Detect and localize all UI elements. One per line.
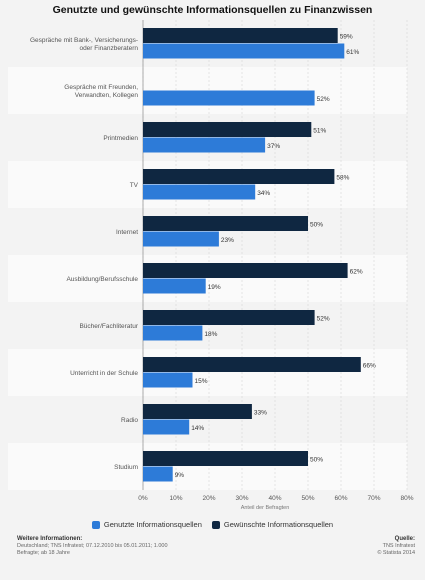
bar[interactable] — [143, 451, 308, 466]
bar[interactable] — [143, 263, 348, 278]
bar-value-label: 23% — [221, 237, 234, 244]
bar[interactable] — [143, 28, 338, 43]
category-label: oder Finanzberatern — [79, 45, 138, 52]
bar[interactable] — [143, 216, 308, 231]
bar-value-label: 34% — [257, 190, 270, 197]
x-tick-label: 50% — [301, 495, 314, 502]
row-band — [8, 302, 407, 349]
x-tick-label: 30% — [235, 495, 248, 502]
category-label: Studium — [114, 464, 138, 471]
x-tick-label: 10% — [169, 495, 182, 502]
bar[interactable] — [143, 169, 335, 184]
bar-value-label: 14% — [191, 425, 204, 432]
legend-swatch-gewuenschte — [211, 520, 220, 529]
row-band — [8, 396, 407, 443]
bar-value-label: 33% — [254, 409, 267, 416]
bar[interactable] — [143, 419, 190, 435]
x-tick-label: 60% — [334, 495, 347, 502]
footer-source: Quelle: TNS Infratest © Statista 2014 — [377, 536, 415, 557]
bar-value-label: 50% — [310, 456, 323, 463]
row-band — [8, 255, 407, 302]
category-label: Gespräche mit Freunden, — [64, 84, 138, 91]
bar[interactable] — [143, 310, 315, 325]
bar-value-label: 59% — [340, 33, 353, 40]
legend-label-gewuenschte: Gewünschte Informationsquellen — [223, 520, 334, 529]
bar-value-label: 15% — [195, 378, 208, 385]
category-label: Printmedien — [103, 135, 138, 142]
footer-info-heading[interactable]: Weitere Informationen: — [17, 536, 83, 542]
x-axis-label: Anteil der Befragten — [241, 505, 290, 511]
bar-value-label: 9% — [175, 472, 185, 479]
footer-source-line1[interactable]: TNS Infratest — [382, 543, 415, 549]
bar[interactable] — [143, 466, 173, 482]
category-label: Unterricht in der Schule — [70, 370, 138, 377]
row-band — [8, 443, 407, 490]
category-label: TV — [130, 182, 139, 189]
category-label: Internet — [116, 229, 138, 236]
x-tick-label: 0% — [138, 495, 148, 502]
legend-item-gewuenschte[interactable]: Gewünschte Informationsquellen — [211, 520, 334, 529]
bar-value-label: 52% — [317, 315, 330, 322]
bar[interactable] — [143, 357, 361, 372]
footer-source-heading[interactable]: Quelle: — [394, 536, 415, 542]
bar-value-label: 61% — [346, 49, 359, 56]
legend-swatch-genutzte — [91, 520, 100, 529]
legend-item-genutzte[interactable]: Genutzte Informationsquellen — [91, 520, 202, 529]
bar[interactable] — [143, 122, 312, 137]
bar[interactable] — [143, 325, 203, 341]
bar-value-label: 37% — [267, 143, 280, 150]
bar-value-label: 50% — [310, 221, 323, 228]
x-tick-label: 80% — [400, 495, 413, 502]
footer-info: Weitere Informationen: Deutschland; TNS … — [17, 536, 168, 557]
bar[interactable] — [143, 43, 345, 59]
bar[interactable] — [143, 184, 256, 200]
bar[interactable] — [143, 90, 315, 106]
footer-info-line1: Deutschland; TNS Infratest; 07.12.2010 b… — [17, 543, 168, 549]
legend-label-genutzte: Genutzte Informationsquellen — [103, 520, 202, 529]
bar[interactable] — [143, 231, 219, 247]
bar-value-label: 18% — [204, 331, 217, 338]
bar[interactable] — [143, 137, 266, 153]
category-label: Gespräche mit Bank-, Versicherungs- — [30, 37, 138, 44]
chart-title: Genutzte und gewünschte Informationsquel… — [52, 4, 373, 16]
x-tick-label: 70% — [367, 495, 380, 502]
bar[interactable] — [143, 278, 206, 294]
bar-value-label: 52% — [317, 96, 330, 103]
bar-value-label: 62% — [350, 268, 363, 275]
row-band — [8, 349, 407, 396]
category-label: Ausbildung/Berufsschule — [66, 276, 138, 283]
bar-value-label: 19% — [208, 284, 221, 291]
footer-info-line2: Befragte; ab 18 Jahre — [17, 550, 70, 556]
bar-value-label: 51% — [313, 127, 326, 134]
category-label: Radio — [121, 417, 138, 424]
bar[interactable] — [143, 404, 252, 419]
bar[interactable] — [143, 372, 193, 388]
legend: Genutzte Informationsquellen Gewünschte … — [0, 520, 425, 529]
bar-value-label: 66% — [363, 362, 376, 369]
footer-source-line2: © Statista 2014 — [377, 550, 415, 556]
x-tick-label: 40% — [268, 495, 281, 502]
category-label: Bücher/Fachliteratur — [79, 323, 138, 330]
bar-value-label: 58% — [336, 174, 349, 181]
x-tick-label: 20% — [202, 495, 215, 502]
category-label: Verwandten, Kollegen — [75, 92, 139, 99]
bar-chart: 59% 61% Gespräche mit Bank-, Versicherungs… — [8, 20, 414, 511]
